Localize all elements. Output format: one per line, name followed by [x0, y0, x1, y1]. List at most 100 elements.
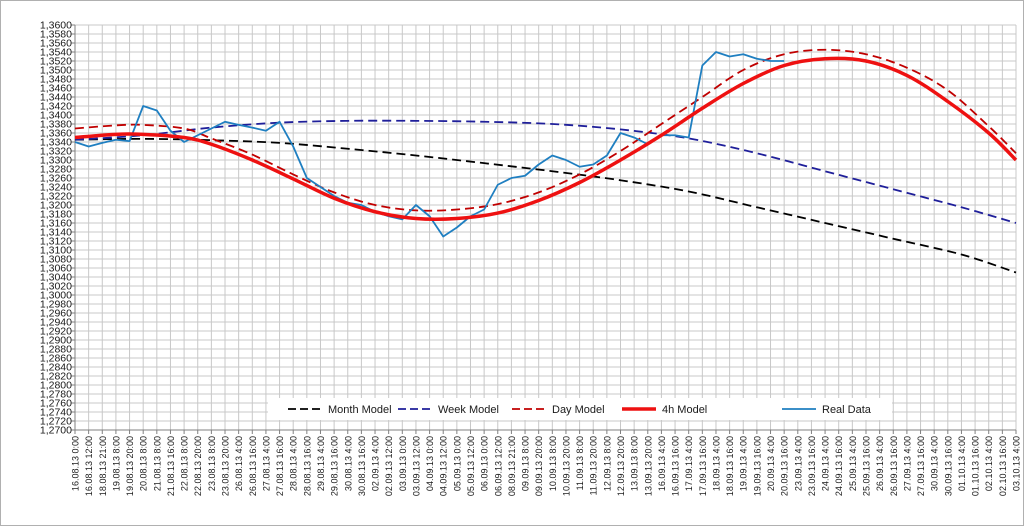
x-tick-label: 02.10.13 4:00 [984, 436, 994, 491]
y-tick-label: 1,2960 [40, 308, 72, 320]
x-tick-label: 18.08.13 21:00 [98, 436, 108, 496]
y-tick-label: 1,3100 [40, 245, 72, 257]
x-tick-label: 26.09.13 16:00 [889, 436, 899, 496]
y-tick-label: 1,3060 [40, 263, 72, 275]
y-tick-label: 1,3320 [40, 146, 72, 158]
x-tick-label: 23.09.13 16:00 [807, 436, 817, 496]
x-tick-label: 13.09.13 20:00 [643, 436, 653, 496]
x-tick-label: 21.08.13 8:00 [152, 436, 162, 491]
x-tick-label: 19.08.13 20:00 [125, 436, 135, 496]
x-tick-label: 24.09.13 4:00 [821, 436, 831, 491]
y-tick-label: 1,3220 [40, 191, 72, 203]
x-tick-label: 19.08.13 8:00 [111, 436, 121, 491]
x-tick-label: 19.09.13 16:00 [752, 436, 762, 496]
y-tick-label: 1,3480 [40, 74, 72, 86]
y-tick-label: 1,2940 [40, 317, 72, 329]
series-line-month-model [74, 137, 1017, 274]
y-tick-label: 1,3580 [40, 29, 72, 41]
x-tick-label: 04.09.13 0:00 [425, 436, 435, 491]
series-line-day-model [74, 48, 1017, 212]
x-tick-label: 26.08.13 16:00 [248, 436, 258, 496]
x-tick-label: 26.09.13 4:00 [875, 436, 885, 491]
x-tick-label: 02.09.13 12:00 [384, 436, 394, 496]
x-tick-label: 13.09.13 8:00 [630, 436, 640, 491]
y-tick-label: 1,2880 [40, 344, 72, 356]
y-tick-label: 1,2980 [40, 299, 72, 311]
series-line-4h-model [74, 56, 1018, 222]
y-tick-label: 1,2800 [40, 380, 72, 392]
y-tick-label: 1,2860 [40, 353, 72, 365]
legend: Month Model Week Model Day Model 4h Model Re… [268, 398, 892, 420]
y-tick-label: 1,3260 [40, 173, 72, 185]
y-tick-label: 1,3560 [40, 38, 72, 50]
legend-label-day-model: Day Model [552, 404, 605, 416]
x-tick-label: 28.08.13 4:00 [289, 436, 299, 491]
legend-label-week-model: Week Model [438, 404, 499, 416]
x-tick-label: 22.08.13 20:00 [193, 436, 203, 496]
x-tick-label: 01.10.13 4:00 [957, 436, 967, 491]
x-tick-label: 21.08.13 16:00 [166, 436, 176, 496]
x-tick-label: 03.10.13 4:00 [1012, 436, 1022, 491]
y-tick-label: 1,3040 [40, 272, 72, 284]
x-tick-label: 03.09.13 0:00 [398, 436, 408, 491]
y-tick-label: 1,2740 [40, 407, 72, 419]
x-tick-label: 02.10.13 16:00 [998, 436, 1008, 496]
x-tick-label: 03.09.13 12:00 [411, 436, 421, 496]
x-tick-label: 18.09.13 4:00 [711, 436, 721, 491]
y-tick-label: 1,3400 [40, 110, 72, 122]
y-tick-label: 1,3000 [40, 290, 72, 302]
x-tick-label: 20.09.13 16:00 [780, 436, 790, 496]
x-tick-label: 30.08.13 16:00 [357, 436, 367, 496]
y-tick-label: 1,3600 [40, 20, 72, 32]
y-tick-label: 1,3500 [40, 65, 72, 77]
x-tick-label: 05.09.13 0:00 [452, 436, 462, 491]
x-tick-label: 04.09.13 12:00 [439, 436, 449, 496]
y-tick-label: 1,3340 [40, 137, 72, 149]
y-tick-label: 1,3540 [40, 47, 72, 59]
x-tick-label: 30.08.13 4:00 [343, 436, 353, 491]
y-tick-label: 1,3080 [40, 254, 72, 266]
y-tick-label: 1,3180 [40, 209, 72, 221]
x-tick-label: 09.09.13 8:00 [521, 436, 531, 491]
series-lines [74, 48, 1018, 274]
y-tick-label: 1,3020 [40, 281, 72, 293]
x-tick-label: 16.08.13 12:00 [84, 436, 94, 496]
x-tick-label: 16.09.13 16:00 [671, 436, 681, 496]
x-tick-label: 30.09.13 16:00 [943, 436, 953, 496]
x-tick-label: 23.09.13 4:00 [793, 436, 803, 491]
x-tick-label: 20.08.13 8:00 [139, 436, 149, 491]
y-tick-label: 1,3520 [40, 56, 72, 68]
y-tick-label: 1,3160 [40, 218, 72, 230]
y-tick-label: 1,2720 [40, 416, 72, 428]
y-tick-label: 1,3240 [40, 182, 72, 194]
x-tick-label: 26.08.13 4:00 [234, 436, 244, 491]
x-tick-label: 29.08.13 4:00 [316, 436, 326, 491]
x-tick-label: 12.09.13 20:00 [616, 436, 626, 496]
y-tick-label: 1,2760 [40, 398, 72, 410]
x-tick-label: 05.09.13 12:00 [466, 436, 476, 496]
y-tick-label: 1,2700 [40, 425, 72, 437]
legend-label-4h-model: 4h Model [662, 404, 707, 416]
y-tick-label: 1,3420 [40, 101, 72, 113]
y-tick-label: 1,3140 [40, 227, 72, 239]
x-tick-label: 27.09.13 16:00 [916, 436, 926, 496]
x-tick-label: 06.09.13 0:00 [480, 436, 490, 491]
x-tick-label: 30.09.13 4:00 [930, 436, 940, 491]
x-tick-label: 27.08.13 4:00 [261, 436, 271, 491]
x-tick-label: 25.09.13 4:00 [848, 436, 858, 491]
y-tick-label: 1,2780 [40, 389, 72, 401]
y-tick-label: 1,3440 [40, 92, 72, 104]
y-tick-label: 1,3200 [40, 200, 72, 212]
x-tick-label: 17.09.13 4:00 [684, 436, 694, 491]
y-tick-label: 1,3360 [40, 128, 72, 140]
x-tick-label: 06.09.13 12:00 [493, 436, 503, 496]
x-tick-label: 10.09.13 20:00 [561, 436, 571, 496]
x-tick-label: 16.08.13 0:00 [71, 436, 81, 491]
x-tick-label: 27.08.13 16:00 [275, 436, 285, 496]
y-tick-label: 1,3280 [40, 164, 72, 176]
y-tick-label: 1,3120 [40, 236, 72, 248]
series-line-week-model [74, 119, 1017, 224]
legend-label-month-model: Month Model [328, 404, 392, 416]
x-tick-label: 09.09.13 20:00 [534, 436, 544, 496]
